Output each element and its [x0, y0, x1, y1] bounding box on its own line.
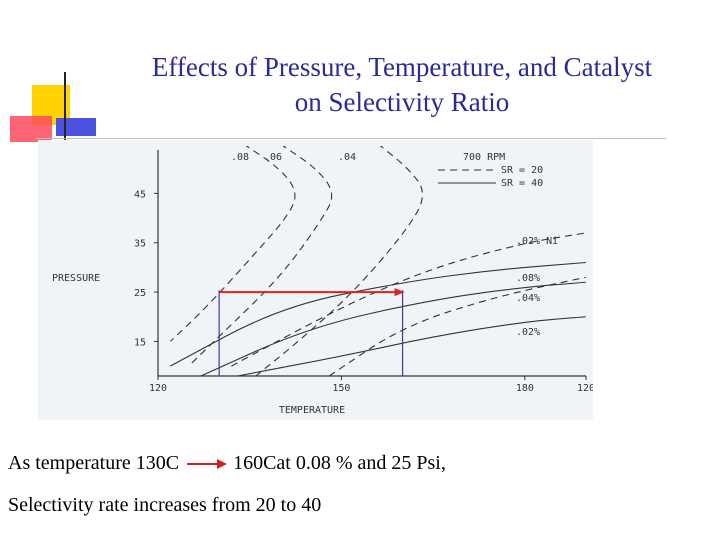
right-curve-label: .08% [516, 273, 540, 284]
slide-title-line-1: Effects of Pressure, Temperature, and Ca… [151, 52, 653, 82]
legend-header: 700 RPM [463, 152, 505, 163]
x-tick-label: 120 [149, 383, 167, 394]
chart-axes [157, 150, 586, 377]
legend-entry: SR = 40 [501, 178, 543, 189]
caption-line-1: As temperature 130C 160Cat 0.08 % and 25 … [8, 452, 446, 475]
right-curve-label: .02% [516, 327, 540, 338]
top-curve-label: .04 [338, 152, 356, 163]
chart-series [169, 146, 586, 376]
series-line [169, 146, 296, 342]
decor-red-square [10, 116, 52, 142]
y-tick-label: 45 [134, 189, 146, 200]
right-curve-label: .02% Ni [516, 236, 558, 247]
x-axis-label: TEMPERATURE [279, 405, 345, 416]
caption-start-text: As temperature 130C [8, 452, 180, 474]
x-tick-label: 150 [332, 383, 350, 394]
selectivity-chart: 120 150 180 120 15 25 35 45 700 RPM SR = 20 SR = … [52, 146, 593, 416]
top-curve-label: .06 [264, 152, 282, 163]
slide-title: Effects of Pressure, Temperature, and Ca… [96, 50, 708, 120]
chart-curve-labels: .08 .06 .04 .02% Ni .08% .04% .02% [231, 152, 558, 338]
series-line [237, 316, 586, 376]
top-curve-label: .08 [231, 152, 249, 163]
y-tick-label: 35 [134, 239, 146, 250]
series-line [328, 276, 586, 376]
slide-title-line-2: on Selectivity Ratio [294, 87, 510, 117]
caption-end-text: 160Cat 0.08 % and 25 Psi, [233, 452, 446, 474]
series-line [200, 281, 586, 376]
x-tick-label: 180 [516, 383, 534, 394]
decor-blue-square [56, 118, 96, 136]
y-axis-label: PRESSURE [52, 273, 100, 284]
series-line [255, 146, 423, 376]
decor-vertical-line [64, 72, 66, 142]
chart-scan-background [38, 140, 593, 420]
series-line [188, 146, 333, 367]
chart-annotation [219, 288, 405, 297]
caption-line-2: Selectivity rate increases from 20 to 40 [8, 494, 322, 516]
chart-reference-lines [218, 290, 404, 376]
arrow-head [394, 288, 405, 297]
series-line [231, 232, 586, 367]
series-line [169, 261, 586, 367]
chart-tick-labels: 120 150 180 120 15 25 35 45 [134, 189, 593, 394]
right-curve-label: .04% [516, 293, 540, 304]
x-tick-label: 120 [577, 383, 593, 394]
decor-horizontal-line [36, 138, 666, 139]
y-tick-label: 15 [134, 337, 146, 348]
legend-entry: SR = 20 [501, 165, 543, 176]
caption-arrow-icon [187, 459, 228, 470]
y-tick-label: 25 [134, 288, 146, 299]
chart-legend: 700 RPM SR = 20 SR = 40 [438, 152, 543, 189]
